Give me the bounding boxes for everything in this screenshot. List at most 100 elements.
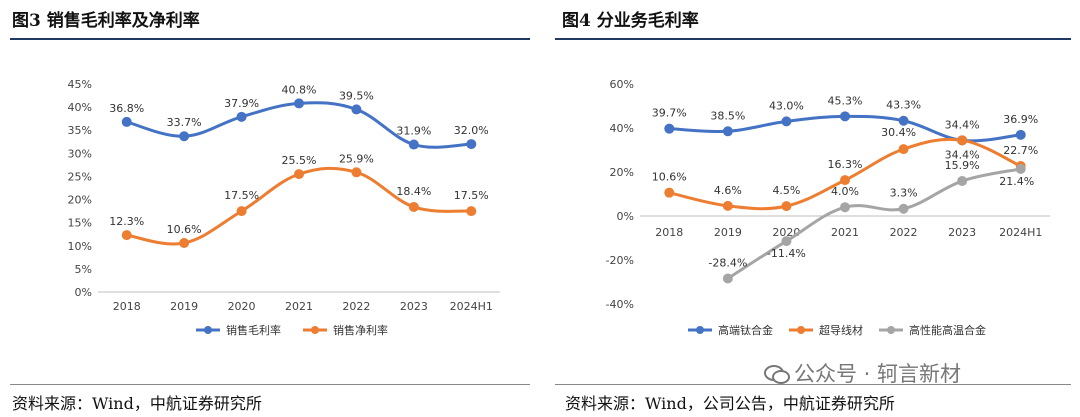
watermark: 公众号 · 轲言新材 <box>764 358 961 388</box>
left-data-label: 40.8% <box>282 83 317 96</box>
right-source-note: 资料来源：Wind，公司公告，中航证券研究所 <box>565 394 895 413</box>
left-y-tick-label: 40% <box>68 101 92 114</box>
left-x-tick-label: 2020 <box>228 300 256 313</box>
right-data-point <box>898 144 909 155</box>
right-data-point <box>1015 129 1026 140</box>
watermark-text: 公众号 · 轲言新材 <box>794 362 962 386</box>
left-chart: 0% 5% 10% 15% 20% 25% 30% 35% 40% 45% 2018 2019 2020… <box>68 78 500 337</box>
left-x-tick-label: 2018 <box>113 300 141 313</box>
left-y-tick-label: 30% <box>68 147 92 160</box>
wechat-icon <box>764 364 790 384</box>
right-x-tick-label: 2019 <box>714 226 742 239</box>
right-legend-marker <box>887 326 895 334</box>
left-data-point <box>121 116 132 127</box>
left-data-point <box>408 139 419 150</box>
right-data-label: 4.5% <box>772 184 800 197</box>
left-data-point <box>179 238 190 249</box>
right-data-point <box>781 116 792 127</box>
left-data-point <box>466 139 477 150</box>
left-data-label: 36.8% <box>109 102 144 115</box>
right-data-label: 39.7% <box>652 107 687 120</box>
right-legend-label: 高端钛合金 <box>718 323 773 337</box>
left-data-label: 25.5% <box>282 154 317 167</box>
right-data-label: 16.3% <box>828 158 863 171</box>
left-x-tick-label: 2021 <box>285 300 313 313</box>
right-y-tick-label: 0% <box>617 210 634 223</box>
right-data-point <box>722 273 733 284</box>
right-data-point <box>957 135 968 146</box>
left-y-tick-label: 15% <box>68 217 92 230</box>
right-data-label: 43.0% <box>769 99 804 112</box>
right-data-point <box>957 176 968 187</box>
left-y-tick-label: 20% <box>68 194 92 207</box>
left-y-tick-label: 45% <box>68 78 92 91</box>
left-data-point <box>294 169 304 180</box>
left-data-label: 17.5% <box>224 189 259 202</box>
left-data-label: 32.0% <box>454 124 489 137</box>
right-y-tick-label: 40% <box>610 122 634 135</box>
right-x-tick-label: 2024H1 <box>999 226 1042 239</box>
left-x-tick-label: 2019 <box>170 300 198 313</box>
left-y-tick-label: 25% <box>68 170 92 183</box>
right-data-label: 36.9% <box>1003 113 1038 126</box>
right-y-tick-label: 20% <box>610 166 634 179</box>
left-legend-label: 销售净利率 <box>333 323 388 337</box>
right-figure-title: 图4 分业务毛利率 <box>562 11 699 31</box>
left-data-point <box>236 111 247 122</box>
right-data-point <box>1015 163 1026 174</box>
right-title-rule <box>555 38 1071 40</box>
left-title-rule <box>10 38 530 40</box>
right-data-label: 45.3% <box>828 94 863 107</box>
right-y-tick-label: 60% <box>610 78 634 91</box>
left-y-tick-label: 35% <box>68 124 92 137</box>
right-chart: -40%-20%0%20%40%60%2018 2019 2020 2021 2022 2… <box>606 78 1050 337</box>
left-data-point <box>351 167 362 178</box>
left-data-point <box>236 206 247 217</box>
right-data-point <box>781 201 792 212</box>
left-y-tick-label: 5% <box>75 263 92 276</box>
left-x-tick-label: 2024H1 <box>450 300 493 313</box>
right-data-point <box>781 236 792 247</box>
left-data-label: 10.6% <box>167 223 202 236</box>
left-data-label: 33.7% <box>167 116 202 129</box>
right-data-point <box>664 123 675 134</box>
left-data-point <box>408 201 419 212</box>
right-data-label: -11.4% <box>767 247 806 260</box>
left-data-point <box>179 131 190 142</box>
right-data-point <box>722 200 733 211</box>
right-y-tick-label: -40% <box>606 298 634 311</box>
right-data-label: 4.0% <box>831 185 859 198</box>
right-legend-marker <box>696 326 704 334</box>
right-legend-marker <box>797 326 805 334</box>
right-data-label: 43.3% <box>886 99 921 112</box>
right-data-point <box>664 187 675 198</box>
left-data-label: 17.5% <box>454 189 489 202</box>
left-x-tick-label: 2022 <box>342 300 370 313</box>
right-data-point <box>840 202 850 213</box>
right-data-label: 3.3% <box>890 187 918 200</box>
right-data-point <box>840 111 850 122</box>
right-x-tick-label: 2018 <box>655 226 683 239</box>
left-y-tick-label: 10% <box>68 240 92 253</box>
left-source-rule <box>10 384 530 385</box>
right-legend-label: 高性能高温合金 <box>909 323 986 337</box>
left-legend-label: 销售毛利率 <box>226 323 281 337</box>
left-source-note: 资料来源：Wind，中航证券研究所 <box>12 394 262 413</box>
right-y-tick-label: -20% <box>606 254 634 267</box>
left-data-point <box>121 230 132 241</box>
right-data-label: 34.4% <box>945 118 980 131</box>
right-data-label: 4.6% <box>714 184 742 197</box>
left-y-tick-label: 0% <box>75 286 92 299</box>
right-data-point <box>898 115 909 126</box>
left-legend-marker <box>204 326 212 334</box>
left-data-point <box>351 104 362 115</box>
left-data-label: 31.9% <box>396 125 431 138</box>
right-data-label: 30.4% <box>881 126 916 139</box>
left-data-label: 37.9% <box>224 97 259 110</box>
right-data-point <box>840 175 850 186</box>
left-data-label: 18.4% <box>396 185 431 198</box>
right-data-label: 21.4% <box>999 175 1034 188</box>
right-data-label: 38.5% <box>710 109 745 122</box>
left-data-label: 25.9% <box>339 152 374 165</box>
right-data-point <box>722 126 733 137</box>
